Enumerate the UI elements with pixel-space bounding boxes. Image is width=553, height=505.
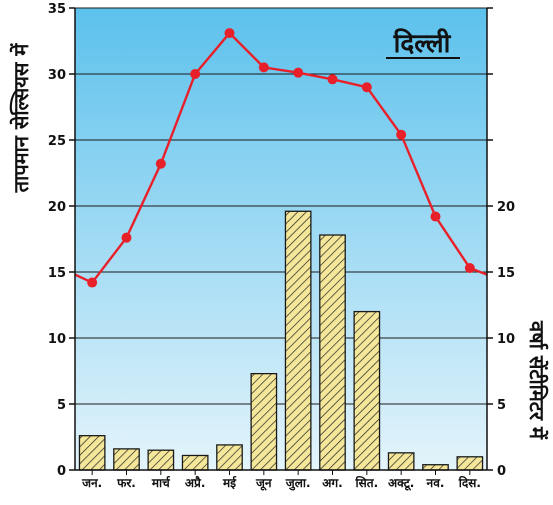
rainfall-bar — [319, 234, 346, 471]
rainfall-bar — [422, 464, 449, 471]
right-tick-label: 20 — [497, 200, 515, 215]
category-label: अप्रै. — [185, 476, 206, 490]
temperature-point — [258, 62, 269, 73]
left-tick-label: 20 — [48, 200, 66, 215]
temperature-point — [87, 277, 98, 288]
left-tick-label: 30 — [48, 68, 66, 83]
temperature-point — [190, 69, 201, 79]
temperature-point — [155, 158, 166, 169]
left-tick-label: 25 — [48, 134, 66, 149]
left-tick-label: 35 — [48, 2, 66, 17]
category-label: सित. — [355, 476, 379, 490]
category-labels: जन. फर. मार्च अप्रै. मई जून जुला. अग. सित. अक्टू.… — [81, 470, 481, 491]
category-label: अग. — [322, 476, 342, 490]
chart-title: दिल्ली — [393, 28, 452, 59]
grid-lines — [75, 7, 487, 405]
y-axis-label: तापमान सेल्सियस में — [9, 43, 33, 194]
category-label: जून — [255, 476, 273, 491]
temperature-line — [74, 28, 488, 288]
right-tick-label: 15 — [497, 266, 515, 281]
right-tick-label: 0 — [497, 464, 506, 479]
rainfall-bar — [113, 448, 140, 471]
rainfall-bar — [250, 372, 278, 471]
left-tick-label: 5 — [57, 398, 66, 413]
temperature-point — [293, 67, 304, 78]
rainfall-bar — [216, 444, 243, 471]
category-label: जन. — [81, 476, 102, 490]
rainfall-bar — [147, 449, 175, 471]
right-tick-label: 5 — [497, 398, 506, 413]
left-tick-label: 15 — [48, 266, 66, 281]
temperature-point — [464, 263, 475, 274]
rainfall-bars — [78, 210, 484, 471]
rainfall-bar — [387, 452, 415, 471]
y2-axis-label: वर्षा सेंटीमिटर में — [525, 320, 549, 440]
category-label: मार्च — [151, 476, 171, 490]
category-label: मई — [222, 476, 237, 490]
temperature-point — [396, 129, 407, 140]
category-label: नव. — [426, 476, 445, 490]
plot-background — [75, 8, 487, 470]
left-tick-labels: 0 5 10 15 20 25 30 35 — [48, 2, 75, 479]
right-tick-label: 10 — [497, 332, 515, 347]
rainfall-bar — [456, 456, 484, 471]
temperature-point — [224, 28, 235, 39]
category-label: जुला. — [285, 476, 311, 491]
left-tick-label: 10 — [48, 332, 66, 347]
temperature-point — [327, 74, 338, 85]
category-label: अक्टू. — [388, 476, 414, 491]
left-tick-label: 0 — [57, 464, 66, 479]
temperature-point — [430, 211, 441, 222]
rainfall-bar — [353, 310, 381, 471]
category-label: फर. — [116, 476, 136, 490]
temperature-series-line — [74, 31, 488, 285]
rainfall-bar — [78, 435, 106, 471]
rainfall-bar — [284, 210, 312, 471]
rainfall-bar — [181, 454, 209, 471]
right-tick-labels: 0 5 10 15 20 — [487, 7, 515, 479]
temperature-point — [121, 232, 132, 243]
category-label: दिस. — [458, 476, 481, 490]
temperature-point — [361, 82, 372, 93]
